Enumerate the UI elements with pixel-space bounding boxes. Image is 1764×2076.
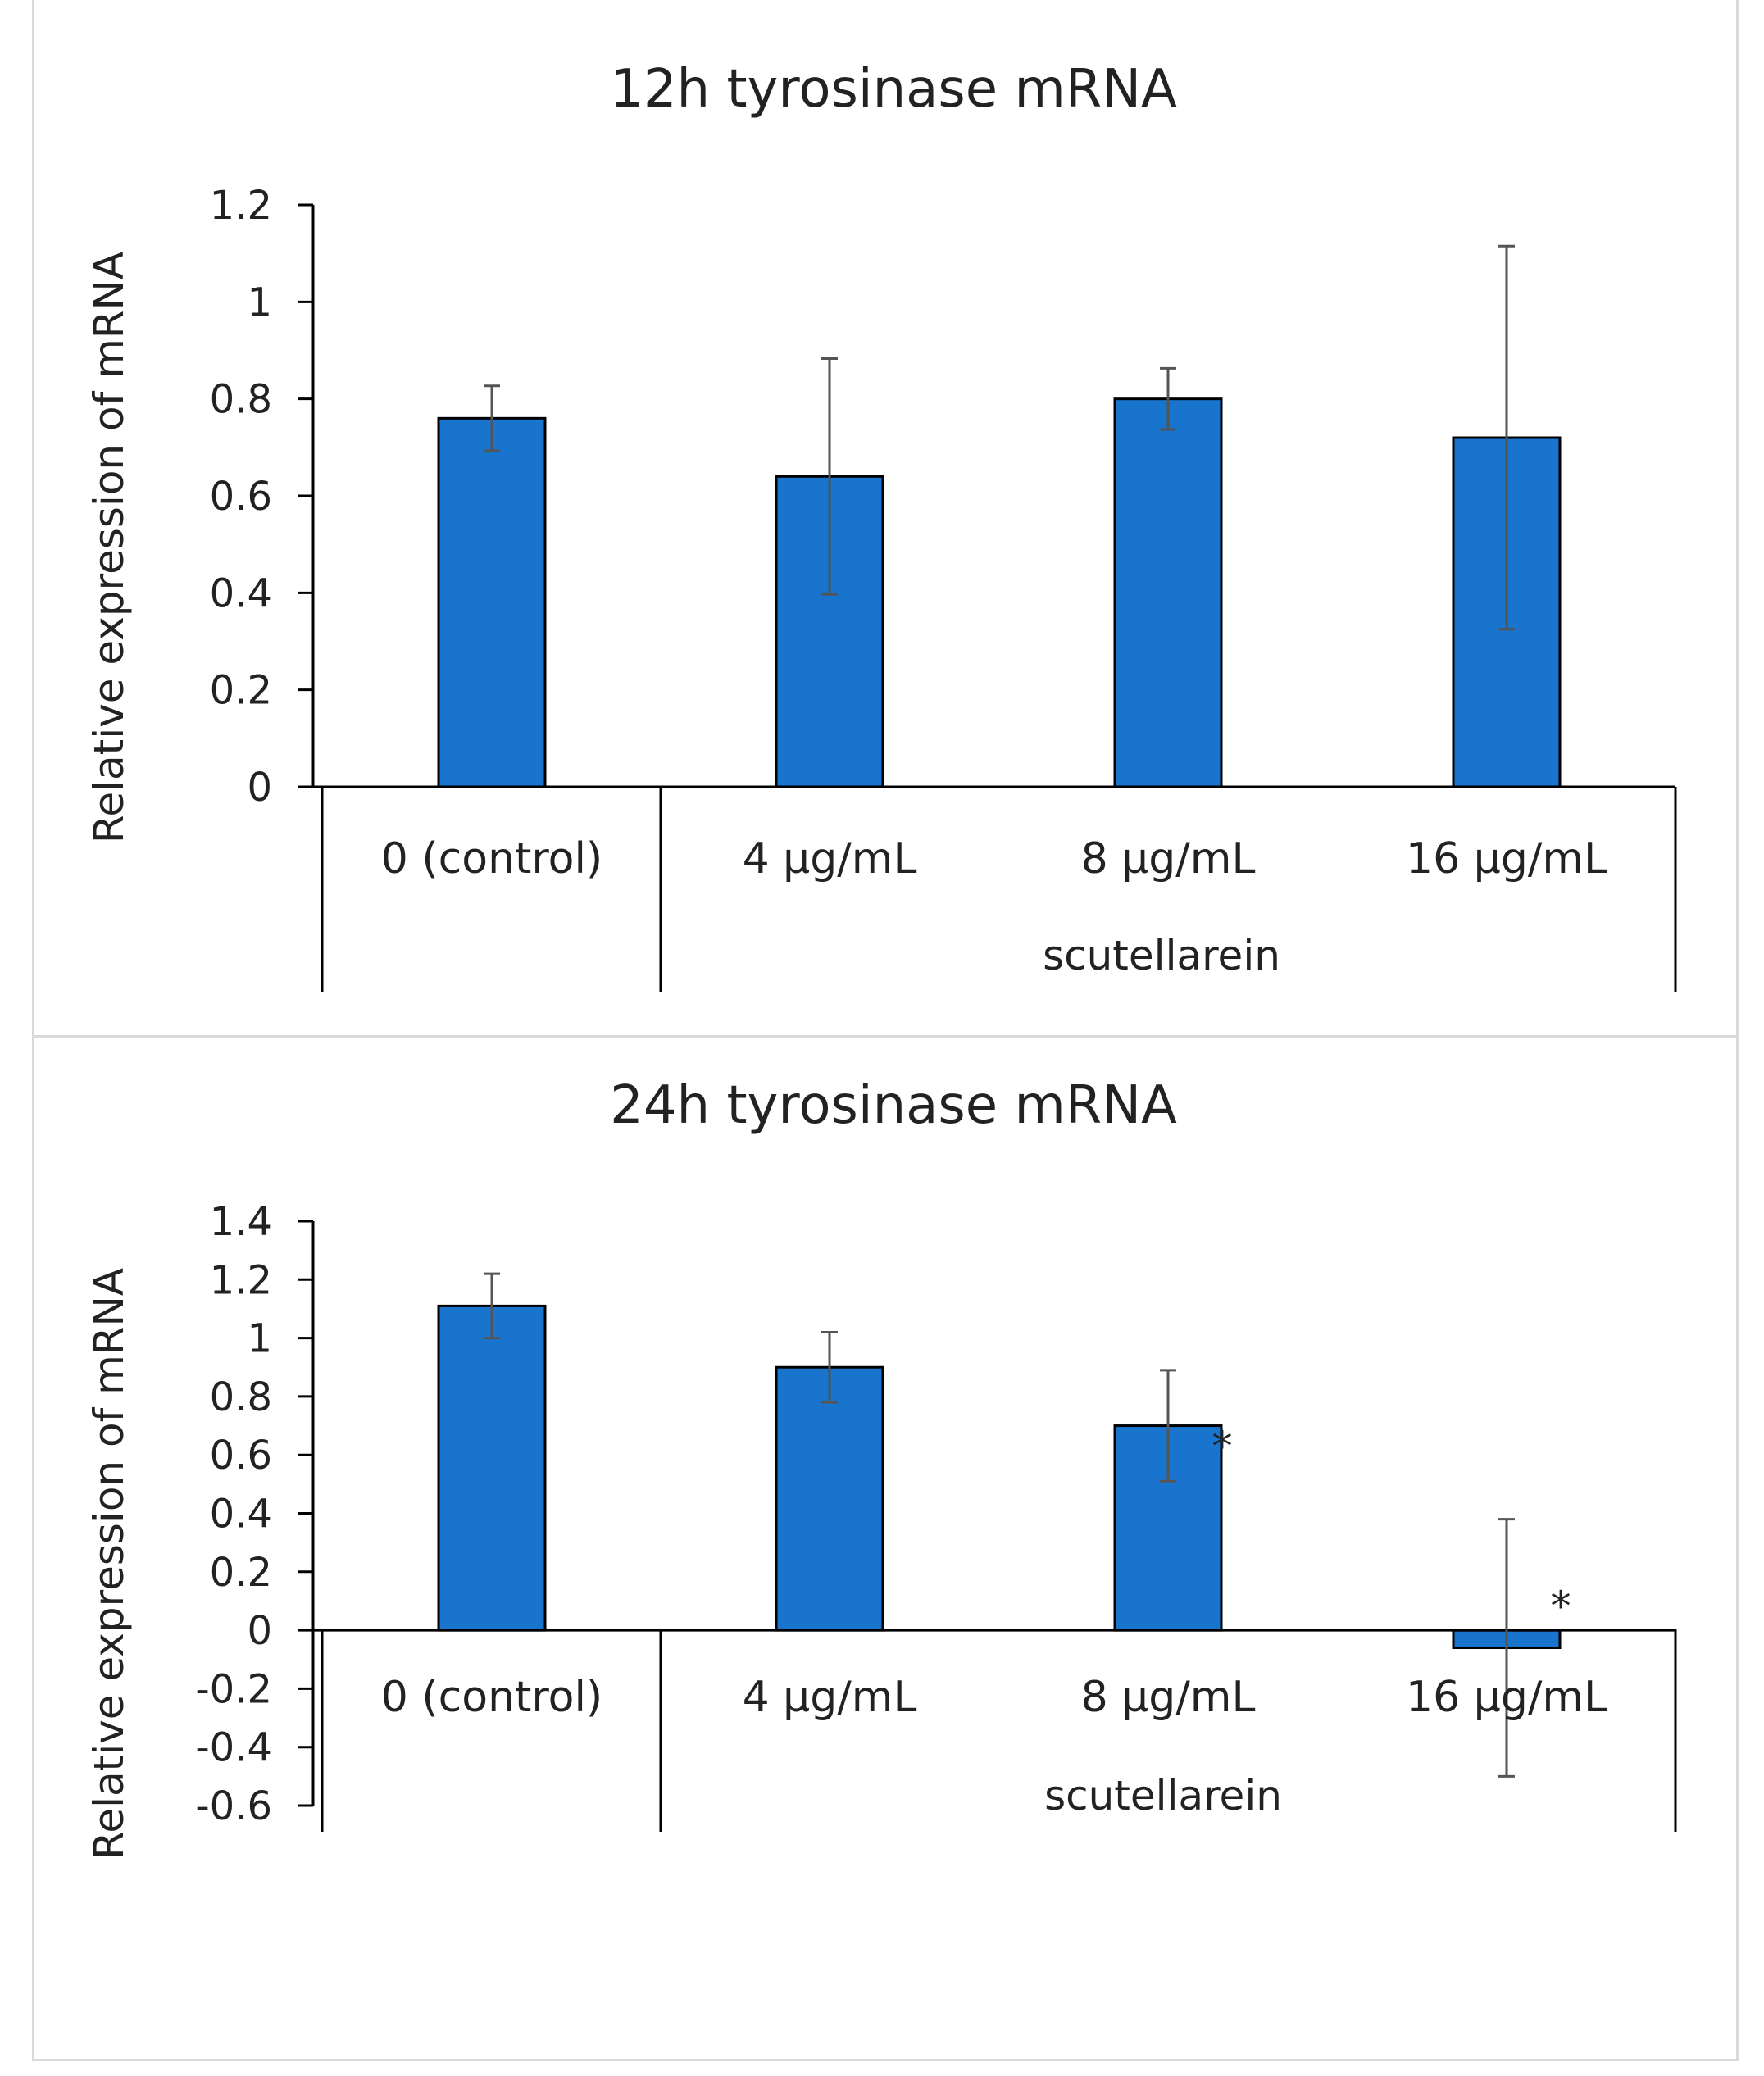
category-label-24h: 8 μg/mL — [1081, 1673, 1256, 1722]
y-tick-label-24h: 0.8 — [210, 1374, 272, 1420]
y-axis-label-12h: Relative expression of mRNA — [85, 252, 133, 843]
y-tick-label-12h: 0.2 — [210, 668, 272, 714]
chart-panel-24h — [32, 1035, 1739, 2061]
category-label-12h: 16 μg/mL — [1406, 834, 1607, 884]
chart-title-24h: 24h tyrosinase mRNA — [610, 1075, 1177, 1136]
category-label-24h: 0 (control) — [381, 1673, 602, 1722]
y-tick-label-12h: 0.6 — [210, 474, 272, 520]
chart-title-12h: 12h tyrosinase mRNA — [610, 59, 1177, 120]
y-tick-label-24h: 1 — [247, 1316, 272, 1362]
category-label-24h: 4 μg/mL — [743, 1673, 917, 1722]
y-tick-label-24h: -0.2 — [195, 1666, 272, 1712]
group-label-12h: scutellarein — [1043, 932, 1280, 979]
bar-24h — [437, 1304, 547, 1632]
y-tick-label-24h: 1.4 — [210, 1199, 272, 1245]
y-tick-label-24h: 0 — [247, 1608, 272, 1654]
y-tick-label-12h: 1.2 — [210, 183, 272, 229]
bar-12h — [437, 416, 547, 788]
category-label-12h: 0 (control) — [381, 834, 602, 884]
group-label-24h: scutellarein — [1044, 1772, 1282, 1819]
category-label-24h: 16 μg/mL — [1406, 1673, 1607, 1722]
y-tick-label-24h: 0.2 — [210, 1550, 272, 1596]
y-tick-label-12h: 0 — [247, 765, 272, 811]
y-tick-label-24h: 0.4 — [210, 1492, 272, 1538]
y-axis-label-24h: Relative expression of mRNA — [85, 1268, 133, 1860]
significance-marker-24h: * — [1551, 1583, 1571, 1630]
y-tick-label-12h: 0.4 — [210, 570, 272, 616]
bar-24h — [775, 1365, 884, 1632]
bar-12h — [1113, 397, 1223, 788]
y-tick-label-12h: 1 — [247, 279, 272, 325]
significance-marker-24h: * — [1212, 1423, 1233, 1470]
y-tick-label-24h: -0.4 — [195, 1725, 272, 1771]
y-tick-label-24h: -0.6 — [195, 1783, 272, 1829]
category-label-12h: 4 μg/mL — [743, 834, 917, 884]
y-tick-label-24h: 1.2 — [210, 1257, 272, 1303]
y-tick-label-12h: 0.8 — [210, 377, 272, 423]
bar-chart-24h: -0.6 -0.4 -0.2 0 0.2 0.4 0.6 0.8 1 1.2 1.4 * * 0 (con… — [195, 1199, 1677, 1832]
bar-chart-12h: 0 0.2 0.4 0.6 0.8 1 1.2 0 (control) 4 μg/mL 8 μg/… — [210, 183, 1677, 992]
y-tick-label-24h: 0.6 — [210, 1433, 272, 1479]
category-label-12h: 8 μg/mL — [1081, 834, 1256, 884]
